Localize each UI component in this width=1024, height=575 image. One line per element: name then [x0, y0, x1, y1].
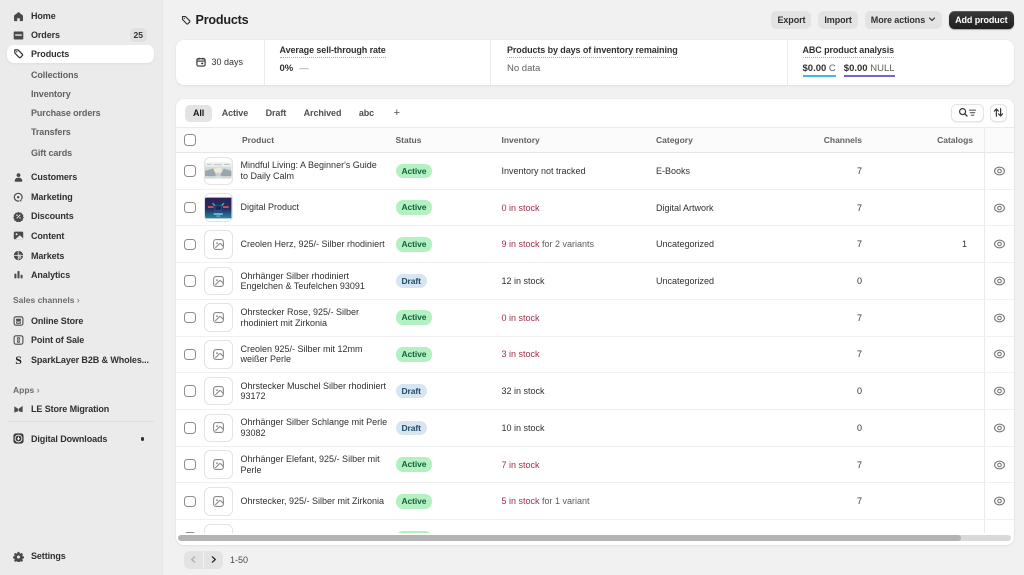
- svg-text:$: $: [17, 338, 20, 343]
- svg-text:$: $: [19, 255, 22, 261]
- svg-text:S: S: [15, 354, 22, 366]
